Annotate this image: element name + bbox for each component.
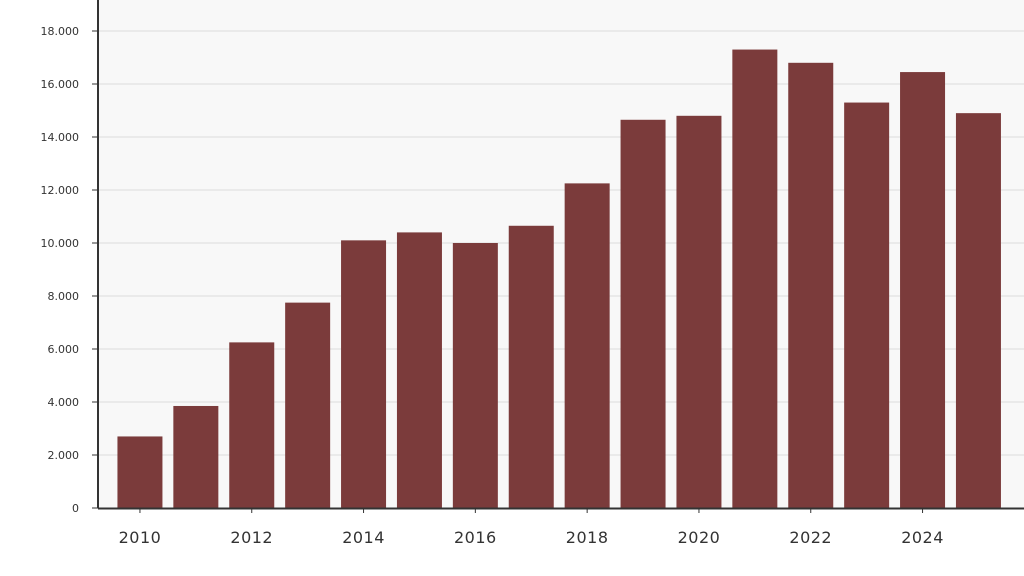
x-tick-label: 2020 bbox=[678, 528, 721, 547]
x-tick-label: 2024 bbox=[901, 528, 944, 547]
bar-2010 bbox=[117, 436, 163, 508]
y-axis: 0 2.000 4.000 6.000 8.000 10.000 12.000 14.000 1… bbox=[41, 0, 99, 515]
x-tick-label: 2010 bbox=[119, 528, 162, 547]
bars bbox=[117, 49, 1001, 509]
x-axis: 2010 2012 2014 2016 2018 2020 2022 2024 bbox=[98, 507, 1024, 547]
y-tick-label: 10.000 bbox=[41, 237, 80, 250]
bar-2022 bbox=[788, 62, 834, 509]
y-tick-label: 0 bbox=[72, 502, 79, 515]
bar-2017 bbox=[508, 225, 554, 508]
bar-2025 bbox=[955, 113, 1001, 509]
bar-2021 bbox=[732, 49, 778, 509]
bar-2023 bbox=[844, 102, 890, 509]
y-tick-label: 2.000 bbox=[48, 449, 80, 462]
y-tick-label: 8.000 bbox=[48, 290, 80, 303]
x-tick-label: 2012 bbox=[230, 528, 273, 547]
y-tick-label: 6.000 bbox=[48, 343, 80, 356]
bar-2019 bbox=[620, 119, 666, 509]
y-tick-label: 14.000 bbox=[41, 131, 80, 144]
bar-2018 bbox=[564, 183, 610, 508]
y-tick-label: 18.000 bbox=[41, 25, 80, 38]
x-tick-label: 2014 bbox=[342, 528, 385, 547]
bar-2015 bbox=[396, 232, 442, 508]
bar-2024 bbox=[900, 72, 946, 508]
x-tick-label: 2016 bbox=[454, 528, 497, 547]
bar-2016 bbox=[452, 243, 498, 508]
bar-2012 bbox=[229, 342, 275, 508]
bar-2011 bbox=[173, 405, 219, 508]
x-tick-label: 2022 bbox=[789, 528, 832, 547]
y-tick-label: 16.000 bbox=[41, 78, 80, 91]
x-tick-label: 2018 bbox=[566, 528, 609, 547]
bar-2014 bbox=[341, 240, 387, 508]
y-tick-label: 12.000 bbox=[41, 184, 80, 197]
bar-2013 bbox=[285, 302, 331, 508]
y-tick-label: 4.000 bbox=[48, 396, 80, 409]
bar-2020 bbox=[676, 115, 722, 509]
